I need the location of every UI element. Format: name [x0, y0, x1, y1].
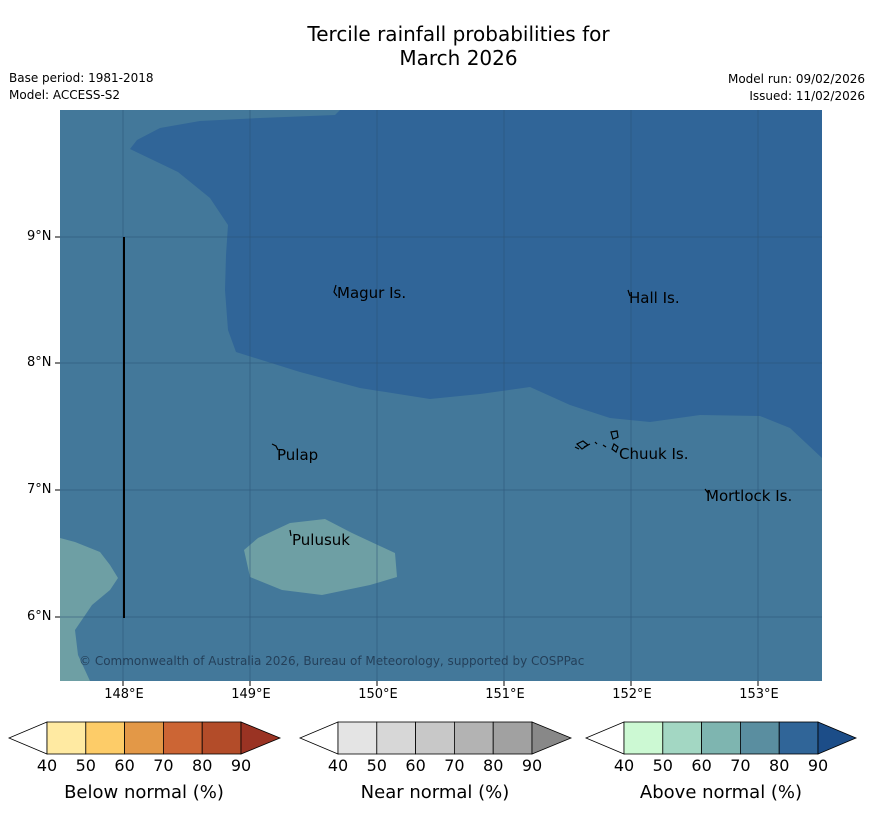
colorbar-tick-label: 40 — [328, 756, 348, 775]
colorbars: 40 50 60 70 80 90 Below normal (%) 40 50 60 70 80 90… — [7, 721, 858, 803]
title-line-2: March 2026 — [399, 46, 518, 70]
info-right: Model run: 09/02/2026 Issued: 11/02/2026 — [728, 71, 865, 105]
colorbar-segment — [337, 721, 378, 755]
colorbar-title: Above normal (%) — [640, 782, 802, 803]
lat-label-9n: 9°N — [27, 229, 52, 244]
colorbar-segment — [162, 721, 203, 755]
colorbar-tick-label: 80 — [769, 756, 789, 775]
model-run: Model run: 09/02/2026 — [727, 72, 865, 86]
colorbar-tick-label: 90 — [808, 756, 828, 775]
map-area: Magur Is. Hall Is. Pulap Chuuk Is. Mortl… — [60, 110, 822, 681]
region-above-60-70-southwest — [60, 538, 118, 681]
colorbar-tick-label: 50 — [76, 756, 96, 775]
colorbar-segment — [662, 721, 702, 755]
colorbar-extend-high — [240, 721, 282, 755]
place-label-hall: Hall Is. — [629, 289, 680, 307]
place-label-pulusuk: Pulusuk — [292, 531, 350, 549]
island-outlines — [271, 284, 709, 537]
colorbar-segment — [46, 721, 87, 755]
colorbar-below: 40 50 60 70 80 90 Below normal (%) — [7, 721, 282, 803]
lon-ticks — [122, 681, 759, 686]
lon-label-152e: 152°E — [612, 687, 652, 702]
region-above-80-90 — [130, 110, 822, 458]
lat-label-7n: 7°N — [27, 482, 52, 497]
colorbar-tick-label: 70 — [153, 756, 173, 775]
colorbar-tick-label: 50 — [367, 756, 387, 775]
region-above-60-70-pulusuk — [244, 519, 397, 595]
colorbar-tick-label: 90 — [522, 756, 542, 775]
place-label-mortlock: Mortlock Is. — [706, 487, 792, 505]
colorbar-segment — [623, 721, 664, 755]
lon-label-151e: 151°E — [485, 687, 525, 702]
lon-label-153e: 153°E — [739, 687, 779, 702]
colorbar-segment — [124, 721, 164, 755]
colorbar-tick-label: 70 — [730, 756, 750, 775]
colorbar-extend-low — [584, 721, 625, 755]
colorbar-tick-label: 90 — [231, 756, 251, 775]
colorbar-segment — [201, 721, 242, 755]
colorbar-segment — [740, 721, 780, 755]
model-name: Model: ACCESS-S2 — [9, 88, 121, 102]
colorbar-extend-low — [298, 721, 339, 755]
colorbar-extend-high — [531, 721, 573, 755]
issued-date: Issued: 11/02/2026 — [749, 89, 865, 103]
lon-label-150e: 150°E — [358, 687, 398, 702]
colorbar-tick-label: 70 — [444, 756, 464, 775]
colorbar-segment — [492, 721, 533, 755]
place-label-pulap: Pulap — [277, 446, 318, 464]
colorbar-tick-label: 80 — [483, 756, 503, 775]
place-label-chuuk: Chuuk Is. — [619, 445, 688, 463]
colorbar-tick-label: 60 — [691, 756, 711, 775]
lat-ticks — [55, 236, 60, 618]
colorbar-segment — [415, 721, 455, 755]
colorbar-segment — [453, 721, 494, 755]
colorbar-near: 40 50 60 70 80 90 Near normal (%) — [298, 721, 573, 803]
place-label-magur: Magur Is. — [337, 284, 406, 302]
colorbar-tick-label: 50 — [653, 756, 673, 775]
colorbar-segment — [376, 721, 416, 755]
colorbar-tick-label: 80 — [192, 756, 212, 775]
colorbar-extend-low — [7, 721, 48, 755]
colorbar-title: Below normal (%) — [64, 782, 224, 803]
colorbar-segment — [778, 721, 819, 755]
chart-title: Tercile rainfall probabilities for March… — [0, 22, 873, 70]
colorbar-tick-label: 40 — [614, 756, 634, 775]
title-line-1: Tercile rainfall probabilities for — [307, 22, 610, 46]
colorbar-segment — [85, 721, 126, 755]
info-left: Base period: 1981-2018 Model: ACCESS-S2 — [9, 70, 154, 104]
lat-label-8n: 8°N — [27, 355, 52, 370]
lon-label-149e: 149°E — [231, 687, 271, 702]
colorbar-tick-label: 60 — [405, 756, 425, 775]
colorbar-tick-label: 40 — [37, 756, 57, 775]
lon-label-148e: 148°E — [104, 687, 144, 702]
colorbar-segment — [701, 721, 741, 755]
colorbar-title: Near normal (%) — [361, 782, 510, 803]
colorbar-tick-label: 60 — [114, 756, 134, 775]
colorbar-above: 40 50 60 70 80 90 Above normal (%) — [584, 721, 858, 803]
colorbar-extend-high — [817, 721, 858, 755]
lat-label-6n: 6°N — [27, 609, 52, 624]
copyright-notice: © Commonwealth of Australia 2026, Bureau… — [79, 654, 584, 668]
base-period: Base period: 1981-2018 — [9, 71, 154, 85]
